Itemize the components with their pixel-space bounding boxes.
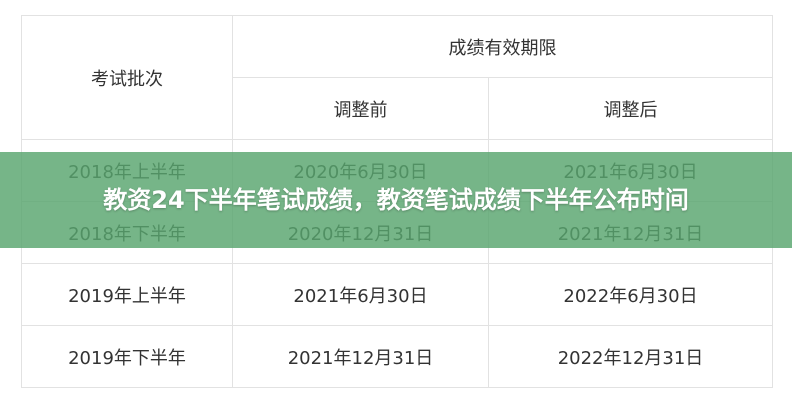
banner-title: 教资24下半年笔试成绩，教资笔试成绩下半年公布时间 [103, 186, 689, 214]
title-banner: 教资24下半年笔试成绩，教资笔试成绩下半年公布时间 [0, 152, 792, 248]
cell-after: 2022年12月31日 [488, 325, 773, 388]
cell-batch: 2019年上半年 [21, 263, 233, 326]
header-validity: 成绩有效期限 [232, 15, 773, 78]
cell-before: 2021年6月30日 [232, 263, 489, 326]
header-batch: 考试批次 [21, 15, 233, 140]
header-before: 调整前 [232, 77, 489, 140]
cell-after: 2022年6月30日 [488, 263, 773, 326]
table-row: 2019年上半年 2021年6月30日 2022年6月30日 [21, 263, 773, 326]
table-row: 2019年下半年 2021年12月31日 2022年12月31日 [21, 325, 773, 388]
cell-before: 2021年12月31日 [232, 325, 489, 388]
cell-batch: 2019年下半年 [21, 325, 233, 388]
header-after: 调整后 [488, 77, 773, 140]
